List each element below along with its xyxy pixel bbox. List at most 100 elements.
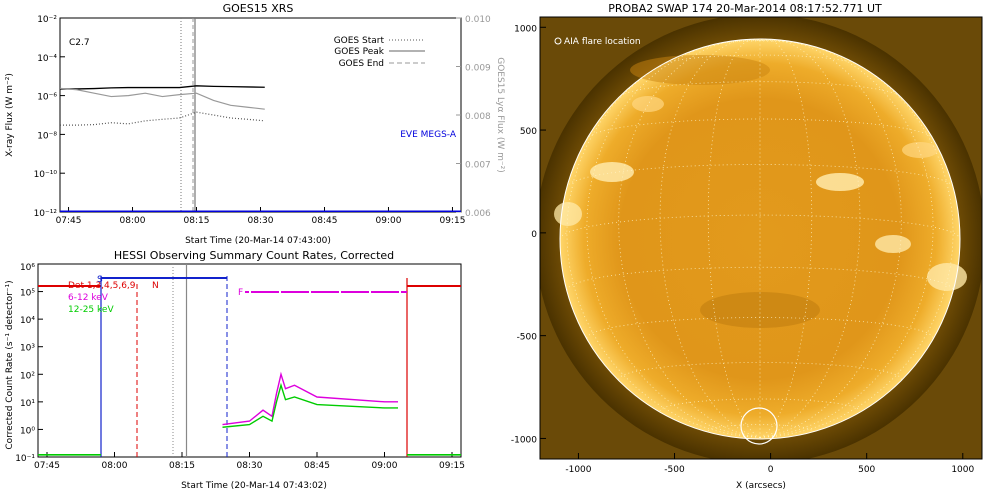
hessi-xtick-label: 08:15 <box>169 461 195 471</box>
swap-xtick-label: 500 <box>858 465 875 475</box>
dark-region <box>630 55 770 85</box>
swap-ytick-label: 1000 <box>514 24 537 34</box>
goes-xtick-label: 08:00 <box>120 216 146 226</box>
goes-short-line <box>60 111 265 126</box>
legend-12-25: 12-25 keV <box>68 305 114 315</box>
solar-limb <box>559 38 961 440</box>
swap-xtick-label: -500 <box>664 465 685 475</box>
swap-ytick-label: -500 <box>517 333 538 343</box>
longitude-line <box>618 39 761 438</box>
goes-xticks: 07:45 08:00 08:15 08:30 08:45 09:00 09:15 <box>56 207 465 226</box>
flag-n-label: N <box>152 281 159 291</box>
goes-title: GOES15 XRS <box>223 2 294 15</box>
hessi-ytick-label: 10³ <box>20 344 35 354</box>
goes-y2tick-label: 0.008 <box>465 112 491 122</box>
goes-flare-class: C2.7 <box>69 38 90 48</box>
band-6-12-line <box>222 371 398 426</box>
goes-ytick-label: 10⁻¹⁰ <box>34 170 58 180</box>
goes-ytick-label: 10⁻⁸ <box>37 131 57 141</box>
swap-ytick-label: 0 <box>531 230 537 240</box>
swap-xlabel: X (arcsecs) <box>736 481 786 491</box>
latitude-line <box>586 118 934 140</box>
goes-y2tick-label: 0.007 <box>465 161 491 171</box>
hessi-xtick-label: 09:15 <box>439 461 465 471</box>
legend-goes-end: GOES End <box>339 59 384 69</box>
swap-plot-frame <box>539 16 983 460</box>
goes-xtick-label: 07:45 <box>56 216 82 226</box>
goes-xtick-label: 08:30 <box>248 216 274 226</box>
hessi-ytick-label: 10⁶ <box>20 263 35 273</box>
swap-panel: PROBA2 SWAP 174 20-Mar-2014 08:17:52.771… <box>511 2 983 491</box>
hessi-ytick-label: 10⁴ <box>20 316 35 326</box>
flag-f-label: F <box>238 288 243 298</box>
hessi-panel: HESSI Observing Summary Count Rates, Cor… <box>5 249 465 491</box>
goes-y2tick-label: 0.009 <box>465 64 491 74</box>
swap-ytick-label: -1000 <box>511 435 537 445</box>
hessi-xtick-label: 08:00 <box>102 461 128 471</box>
goes-ytick-label: 10⁻¹² <box>34 209 58 219</box>
latitude-line <box>559 214 961 240</box>
goes-ylabel: X-ray Flux (W m⁻²) <box>5 73 15 157</box>
longitude-line <box>759 38 861 438</box>
swap-legend: AIA flare location <box>564 37 641 47</box>
goes-legend: GOES Start GOES Peak GOES End <box>334 36 425 69</box>
goes-xtick-label: 08:45 <box>312 216 338 226</box>
swap-ytick-label: 500 <box>520 127 537 137</box>
swap-title: PROBA2 SWAP 174 20-Mar-2014 08:17:52.771… <box>608 2 882 15</box>
hessi-ytick-label: 10¹ <box>20 399 35 409</box>
bright-region <box>816 173 864 191</box>
hessi-ytick-label: 10⁰ <box>20 426 35 436</box>
hessi-xlabel: Start Time (20-Mar-14 07:43:02) <box>181 481 327 491</box>
goes-ytick-label: 10⁻⁶ <box>37 93 57 103</box>
hessi-legend: Det 1,3,4,5,6,9 6-12 keV 12-25 keV <box>68 281 136 315</box>
bright-region <box>875 235 911 253</box>
bright-region <box>554 202 582 226</box>
flare-location-marker <box>740 407 778 445</box>
hessi-xticks: 07:45 08:00 08:15 08:30 08:45 09:00 09:15 <box>34 452 465 471</box>
legend-det: Det 1,3,4,5,6,9 <box>68 281 136 291</box>
goes-ytick-label: 10⁻² <box>37 15 57 25</box>
goes-xlabel: Start Time (20-Mar-14 07:43:00) <box>185 236 331 246</box>
goes-y2label: GOES15 Lyα Flux (W m⁻²) <box>495 57 505 173</box>
legend-goes-start: GOES Start <box>334 36 385 46</box>
hessi-ytick-label: 10² <box>20 371 35 381</box>
legend-6-12: 6-12 keV <box>68 293 109 303</box>
bright-region <box>902 142 938 158</box>
solar-disk <box>560 39 960 439</box>
goes-plot-frame <box>59 17 462 213</box>
dark-region <box>700 292 820 328</box>
bright-region <box>590 162 634 182</box>
hessi-ylabel: Corrected Count Rate (s⁻¹ detector⁻¹) <box>5 280 15 449</box>
hessi-xtick-label: 08:45 <box>304 461 330 471</box>
goes-ytick-label: 10⁻⁴ <box>37 54 57 64</box>
hessi-xtick-label: 07:45 <box>34 461 60 471</box>
flag-s-label: S <box>97 275 103 285</box>
goes-y2tick-label: 0.006 <box>465 209 491 219</box>
goes-panel: GOES15 XRS C2.7 X-ray Flux (W m⁻²) GOES1… <box>5 2 505 246</box>
goes-lya-line <box>60 87 265 110</box>
heliographic-grid <box>559 38 961 438</box>
goes-xtick-label: 09:00 <box>376 216 402 226</box>
latitude-line <box>618 362 902 380</box>
band-12-25-line <box>222 382 398 428</box>
bright-region <box>632 96 664 112</box>
swap-xtick-label: 0 <box>768 465 774 475</box>
goes-xtick-label: 08:15 <box>184 216 210 226</box>
longitude-line <box>659 38 761 438</box>
eve-label: EVE MEGS-A <box>400 130 457 140</box>
hessi-yticks: 10⁶ 10⁵ 10⁴ 10³ 10² 10¹ 10⁰ 10⁻¹ <box>15 263 43 464</box>
swap-yticks: 1000 500 0 -500 -1000 <box>511 24 546 445</box>
hessi-ytick-label: 10⁻¹ <box>15 454 35 464</box>
legend-marker-icon <box>554 37 562 45</box>
swap-xtick-label: 1000 <box>951 465 974 475</box>
swap-xtick-label: -1000 <box>565 465 591 475</box>
latitude-line <box>618 81 902 99</box>
hessi-xtick-label: 08:30 <box>237 461 263 471</box>
goes-xtick-label: 09:15 <box>439 216 465 226</box>
legend-goes-peak: GOES Peak <box>334 47 384 57</box>
swap-xticks: -1000 -500 0 500 1000 <box>565 453 975 475</box>
goes-long-line <box>60 85 265 90</box>
hessi-xtick-label: 09:00 <box>372 461 398 471</box>
longitude-line <box>759 39 902 438</box>
